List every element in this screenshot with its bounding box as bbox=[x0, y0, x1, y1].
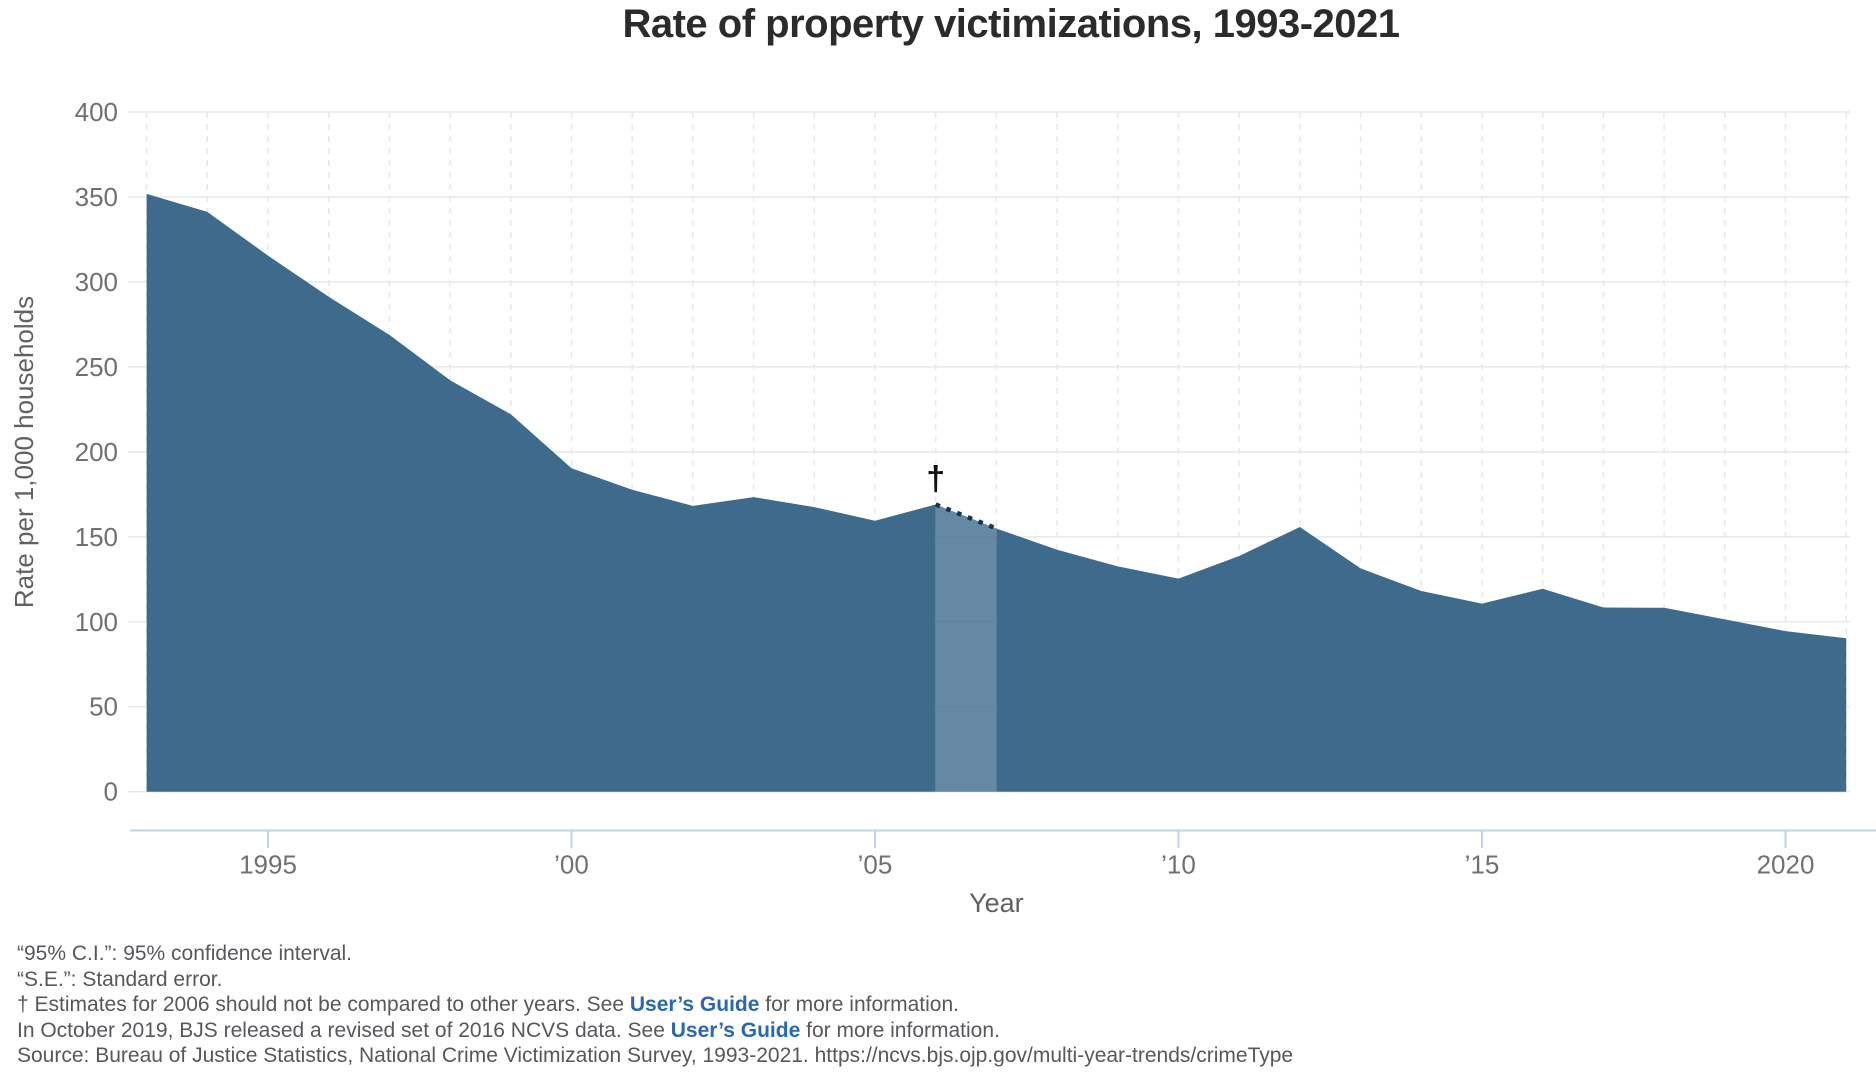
footnote-text: In October 2019, BJS released a revised … bbox=[17, 1018, 671, 1042]
y-tick-label-0: 0 bbox=[104, 777, 118, 807]
chart-footnotes: “95% C.I.”: 95% confidence interval. “S.E… bbox=[17, 941, 1293, 1069]
footnote-line-2: “S.E.”: Standard error. bbox=[17, 967, 1293, 993]
footnote-text: “S.E.”: Standard error. bbox=[17, 967, 223, 991]
footnote-line-3: † Estimates for 2006 should not be compa… bbox=[17, 992, 1293, 1018]
footnote-line-4: In October 2019, BJS released a revised … bbox=[17, 1018, 1293, 1044]
footnote-text: for more information. bbox=[759, 993, 959, 1016]
chart-title: Rate of property victimizations, 1993-20… bbox=[622, 2, 1400, 46]
highlight-band-2006 bbox=[935, 504, 997, 792]
footnote-text: Source: Bureau of Justice Statistics, Na… bbox=[17, 1044, 1294, 1067]
y-tick-label-350: 350 bbox=[75, 182, 118, 212]
footnote-line-5: Source: Bureau of Justice Statistics, Na… bbox=[17, 1043, 1293, 1069]
x-tick-label-2000: ’00 bbox=[554, 850, 589, 880]
footnote-text: for more information. bbox=[800, 1018, 1000, 1042]
x-tick-label-2005: ’05 bbox=[858, 850, 893, 880]
y-tick-label-200: 200 bbox=[75, 437, 118, 467]
footnote-line-1: “95% C.I.”: 95% confidence interval. bbox=[17, 941, 1293, 967]
footnote-text: † Estimates for 2006 should not be compa… bbox=[17, 993, 630, 1016]
y-tick-label-400: 400 bbox=[75, 97, 118, 127]
users-guide-link[interactable]: User’s Guide bbox=[629, 993, 760, 1016]
x-tick-label-2020: 2020 bbox=[1757, 850, 1815, 880]
area-chart: † 1995 ’00 ’05 ’10 ’15 2020 0 50 100 150 200 250 300 3… bbox=[9, 97, 1876, 918]
dagger-marker-2006: † bbox=[926, 460, 945, 498]
x-tick-label-2015: ’15 bbox=[1465, 850, 1500, 880]
y-tick-label-100: 100 bbox=[75, 607, 118, 637]
y-tick-label-150: 150 bbox=[75, 522, 118, 552]
footnote-text: “95% C.I.”: 95% confidence interval. bbox=[17, 942, 352, 965]
y-tick-label-50: 50 bbox=[89, 692, 118, 722]
x-tick-label-2010: ’10 bbox=[1161, 850, 1196, 880]
y-tick-label-300: 300 bbox=[75, 267, 118, 297]
users-guide-link[interactable]: User’s Guide bbox=[670, 1018, 801, 1042]
y-axis-title: Rate per 1,000 households bbox=[9, 296, 39, 608]
x-tick-label-1995: 1995 bbox=[239, 850, 297, 880]
x-axis-title: Year bbox=[969, 888, 1024, 918]
y-tick-label-250: 250 bbox=[75, 352, 118, 382]
area-series-property-victimization bbox=[146, 193, 1847, 792]
